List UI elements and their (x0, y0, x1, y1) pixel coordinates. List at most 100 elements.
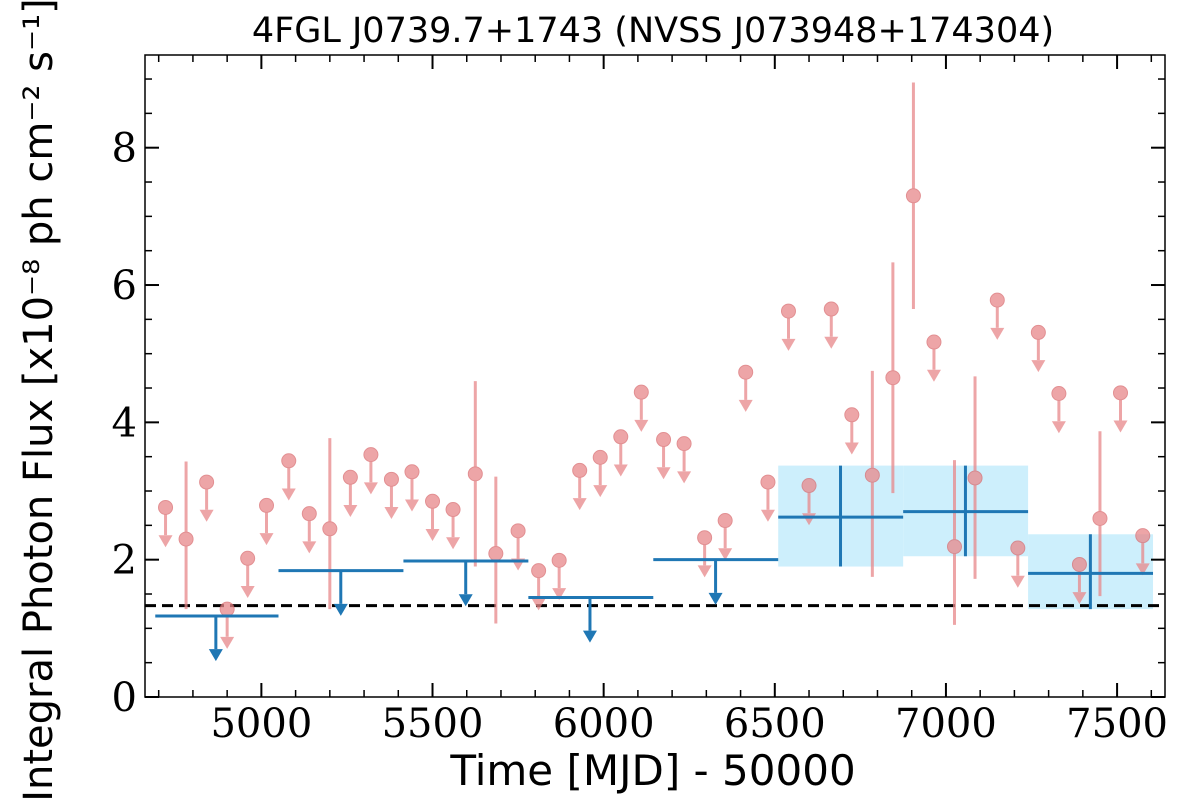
flux-marker (780, 303, 796, 319)
short-bin-point (572, 462, 588, 511)
flux-marker (240, 550, 256, 566)
flux-marker (697, 530, 713, 546)
short-bin-point (488, 476, 504, 624)
short-bin-point (697, 530, 713, 578)
flux-marker (760, 474, 776, 490)
flux-marker (844, 407, 860, 423)
flux-marker (656, 432, 672, 448)
long-bin-point (278, 569, 404, 616)
upper-limit-arrow-head (926, 369, 941, 382)
upper-limit-arrow-head (220, 636, 235, 649)
flux-marker (613, 429, 629, 445)
short-bin-point (342, 469, 358, 517)
short-bin-point (383, 471, 399, 520)
upper-limit-arrow-head (404, 499, 419, 512)
flux-marker (676, 436, 692, 452)
upper-limit-arrow-head (572, 498, 587, 511)
short-bin-point (738, 364, 754, 412)
upper-limit-arrow-head (1113, 420, 1128, 433)
flux-marker (1092, 510, 1108, 526)
upper-limit-arrow-head (760, 509, 775, 522)
flux-marker (738, 364, 754, 380)
flux-marker (510, 523, 526, 539)
short-bin-point (717, 513, 733, 561)
short-bin-point (259, 497, 275, 546)
long-bin-series (155, 465, 1154, 662)
short-bin-point (823, 301, 839, 349)
flux-marker (1113, 385, 1129, 401)
upper-limit-arrow-head (425, 529, 440, 542)
upper-limit-arrow-head (582, 630, 597, 643)
upper-limit-arrow-head (708, 592, 723, 605)
upper-limit-arrow-head (656, 467, 671, 480)
short-bin-point (551, 552, 567, 601)
tick-labels: 5000 5500 6000 6500 7000 7500 0 2 4 6 8 (112, 126, 1168, 747)
long-bin-point (653, 558, 779, 605)
upper-limit-arrow-head (1010, 575, 1025, 588)
upper-limit-arrow-head (1031, 360, 1046, 373)
upper-limit-arrow-head (240, 586, 255, 599)
upper-limit-arrow-head (697, 565, 712, 578)
x-tick-label: 7500 (1066, 701, 1168, 747)
upper-limit-arrow-head (613, 464, 628, 477)
short-bin-point (613, 429, 629, 477)
short-bin-point (1030, 324, 1046, 373)
upper-limit-arrow-head (384, 507, 399, 520)
short-bin-point (844, 407, 860, 455)
flux-marker (885, 370, 901, 386)
flux-marker (259, 497, 275, 513)
y-tick-label: 2 (112, 538, 137, 584)
x-tick-label: 6000 (553, 701, 655, 747)
short-bin-point (967, 376, 983, 579)
short-bin-point (989, 292, 1005, 340)
short-bin-point (926, 334, 942, 382)
flux-marker (322, 521, 338, 537)
long-bin-point (403, 559, 529, 607)
flux-marker (445, 502, 461, 518)
upper-limit-arrow-head (343, 504, 358, 517)
upper-limit-arrow-head (1072, 592, 1087, 605)
axis-ticks (145, 55, 1165, 698)
x-tick-label: 5000 (210, 701, 312, 747)
x-tick-label: 6500 (724, 701, 826, 747)
flux-marker (864, 467, 880, 483)
short-bin-point (363, 447, 379, 495)
flux-marker (1030, 324, 1046, 340)
flux-marker (1071, 556, 1087, 572)
flux-marker (488, 545, 504, 561)
short-bin-series (158, 82, 1151, 649)
flux-marker (342, 469, 358, 485)
short-bin-point (425, 493, 441, 542)
short-bin-point (1092, 431, 1108, 597)
long-bin-point (1028, 534, 1154, 610)
short-bin-point (905, 82, 921, 310)
flux-marker (383, 471, 399, 487)
short-bin-point (404, 464, 420, 512)
long-bin-point (155, 614, 279, 662)
short-bin-point (885, 262, 901, 494)
flux-marker (823, 301, 839, 317)
flux-marker (989, 292, 1005, 308)
upper-limit-arrow-head (1135, 563, 1150, 576)
short-bin-point (1135, 528, 1151, 576)
flux-marker (363, 447, 379, 463)
short-bin-point (158, 499, 174, 548)
flux-marker (281, 453, 297, 469)
long-bin-point (528, 595, 654, 643)
short-bin-point (531, 563, 547, 611)
short-bin-point (1010, 540, 1026, 588)
upper-limit-arrow-head (363, 482, 378, 495)
upper-limit-arrow-head (593, 485, 608, 498)
flux-marker (1010, 540, 1026, 556)
short-bin-point (240, 550, 256, 599)
short-bin-point (656, 432, 672, 480)
flux-marker (946, 539, 962, 555)
short-bin-point (1071, 556, 1087, 605)
y-tick-label: 6 (112, 263, 137, 309)
flux-marker (199, 474, 215, 490)
flux-marker (467, 466, 483, 482)
flux-marker (967, 470, 983, 486)
upper-limit-arrow-head (458, 594, 473, 607)
upper-limit-arrow-head (281, 488, 296, 501)
y-tick-label: 8 (112, 126, 137, 172)
